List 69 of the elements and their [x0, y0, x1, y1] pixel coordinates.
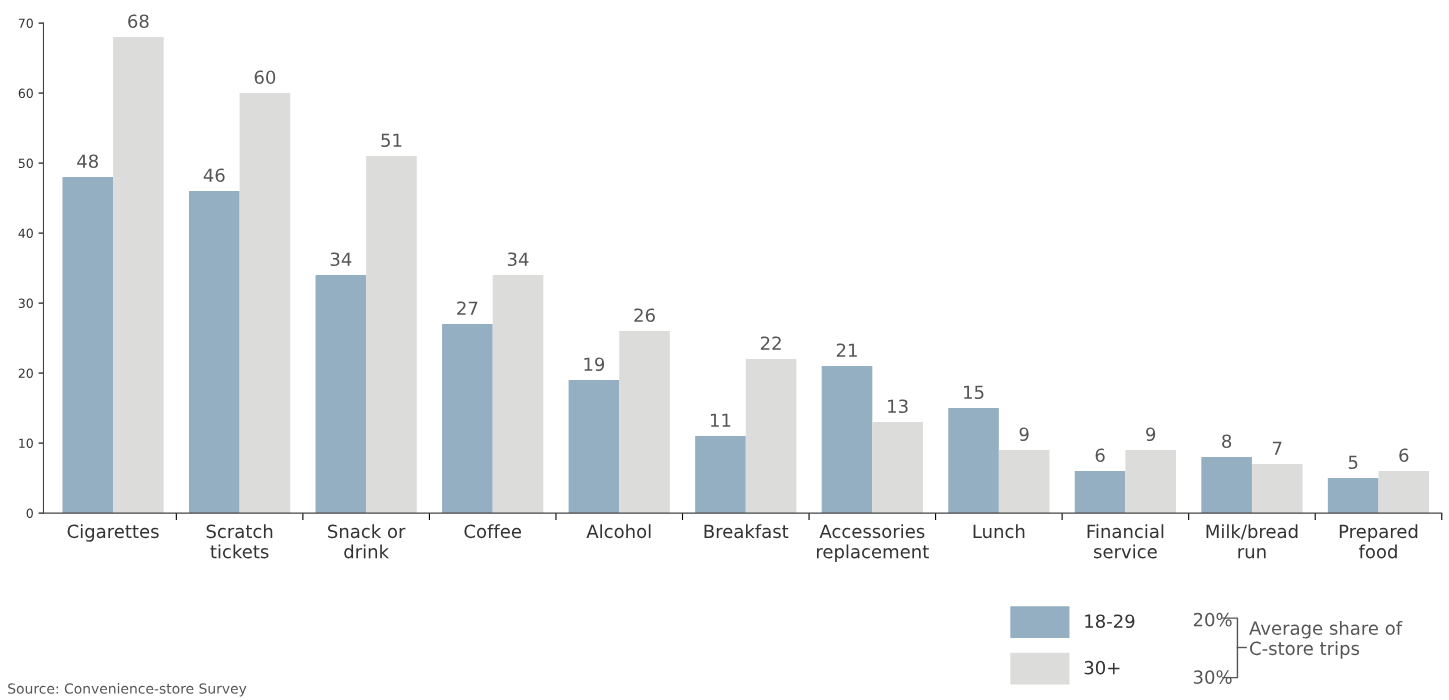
bar [998, 450, 1050, 514]
x-tick-label: Prepared food [1339, 524, 1418, 559]
bar [872, 422, 923, 514]
bar [1125, 450, 1177, 514]
data-label: 51 [381, 133, 402, 148]
data-label: 6 [1095, 448, 1105, 463]
x-tick-label: Financial service [1087, 524, 1164, 559]
bar [821, 366, 873, 514]
data-label: 8 [1222, 434, 1232, 449]
x-tick-label: Accessories replacement [816, 524, 929, 562]
text: 30% [1193, 670, 1232, 684]
bar [1378, 471, 1430, 514]
y-tick-label: 20 [18, 368, 33, 379]
bar [619, 331, 670, 514]
y-tick-label: 40 [18, 228, 33, 239]
bar [1074, 471, 1126, 514]
data-label: 34 [330, 252, 352, 267]
data-label: 26 [634, 308, 655, 323]
data-label: 13 [888, 399, 908, 414]
data-label: 9 [1146, 427, 1156, 442]
data-label: 46 [203, 168, 225, 183]
x-tick-label: Alcohol [586, 524, 651, 539]
y-tick-label: 50 [18, 158, 33, 169]
y-tick-label: 60 [18, 88, 33, 99]
data-label: 6 [1399, 448, 1409, 463]
data-label: 27 [457, 301, 478, 315]
bar [568, 380, 620, 514]
x-tick-label: Milk/bread run [1206, 524, 1298, 559]
legend-label: 30+ [1084, 660, 1120, 675]
source-note: Source: Convenience-store Survey [8, 683, 247, 697]
data-label: 60 [254, 70, 276, 85]
y-tick-label: 0 [26, 508, 33, 519]
bar [1251, 464, 1303, 514]
y-tick-label: 30 [18, 298, 33, 309]
text: Average share of C-store trips [1249, 621, 1403, 659]
data-label: 15 [964, 385, 984, 400]
data-label: 7 [1272, 441, 1282, 455]
x-tick-label: Cigarettes [67, 524, 159, 542]
data-label: 22 [760, 336, 781, 350]
bar [442, 324, 493, 514]
data-label: 34 [507, 252, 529, 267]
x-tick-label: Coffee [464, 524, 522, 539]
data-label: 11 [710, 413, 731, 427]
data-label: 19 [584, 357, 605, 372]
data-label: 48 [77, 154, 99, 169]
text: 20% [1193, 612, 1232, 627]
data-label: 5 [1348, 455, 1358, 470]
bar [695, 436, 746, 514]
bar [113, 37, 164, 514]
y-tick-label: 70 [18, 18, 33, 29]
data-label: 9 [1019, 427, 1029, 442]
legend-label: 18-29 [1085, 614, 1135, 629]
bar [948, 408, 999, 514]
x-tick-label: Scratch tickets [206, 524, 273, 559]
y-tick-label: 10 [19, 438, 33, 449]
bar [1327, 478, 1379, 514]
bar [315, 275, 367, 514]
x-tick-label: Snack or drink [328, 524, 406, 559]
x-tick-label: Breakfast [704, 524, 789, 539]
data-label: 68 [128, 14, 149, 29]
bar [62, 177, 114, 514]
bar [1201, 457, 1252, 514]
bar [745, 359, 797, 514]
bar [492, 275, 544, 514]
bar [188, 191, 240, 514]
data-label: 21 [836, 343, 857, 357]
bar [239, 93, 291, 514]
bar [366, 156, 417, 514]
x-tick-label: Lunch [973, 524, 1025, 539]
